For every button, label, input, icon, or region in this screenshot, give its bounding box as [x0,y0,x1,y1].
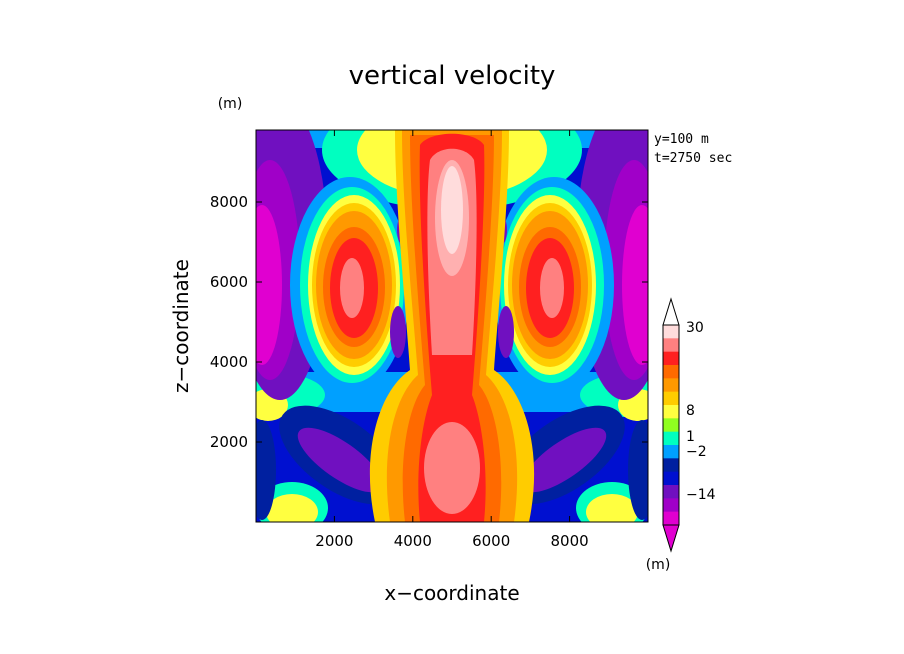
y-axis-ticks: 2000 4000 6000 8000 [210,193,648,451]
colorbar-swatch-1 [663,338,679,353]
x-tick-label-4000: 4000 [394,532,432,550]
colorbar-swatch-9 [663,445,679,459]
lower-left-band-purple [297,427,383,493]
right-mid-downdraft [498,306,514,358]
annotation-y-position: y=100 m [654,132,709,147]
plot-frame [255,129,649,523]
colorbar-label-30: 30 [686,320,704,336]
lower-right-corner-yellow [586,494,638,522]
colorbar-bottom-arrow [662,524,680,553]
colorbar-top-arrow [662,297,680,326]
contour-field [256,130,648,522]
chart-title: vertical velocity [349,61,556,91]
x-tick-label-8000: 8000 [551,532,589,550]
lower-left-corner-yellow [266,494,318,522]
x-axis-ticks: 2000 4000 6000 8000 [315,130,589,550]
colorbar-swatch-2 [663,351,679,366]
left-edge-magenta [256,205,282,365]
colorbar-swatch-5 [663,391,679,406]
colorbar-swatch-0 [663,325,679,339]
updraft-lower-pink [424,422,480,514]
y-axis-label: z−coordinate [169,259,193,393]
colorbar-swatch-3 [663,365,679,379]
colorbar-label-minus14: −14 [686,487,716,503]
colorbar-swatch-8 [663,431,679,446]
colorbar-label-1: 1 [686,429,695,445]
y-tick-label-2000: 2000 [210,433,248,451]
right-edge-magenta [622,205,648,365]
x-tick-label-2000: 2000 [315,532,353,550]
lower-right-band-purple [521,427,607,493]
x-tick-label-6000: 6000 [472,532,510,550]
colorbar-swatch-12 [663,485,679,499]
left-edge-bottom [256,420,276,520]
colorbar-swatch-7 [663,418,679,433]
x-axis-label: x−coordinate [384,581,519,605]
colorbar-unit-label: (m) [646,557,671,573]
y-tick-label-6000: 6000 [210,273,248,291]
y-unit-label: (m) [218,96,243,112]
colorbar-label-8: 8 [686,403,695,419]
colorbar-swatch-4 [663,378,679,393]
colorbar [662,297,680,553]
right-edge-bottom [628,420,648,520]
colorbar-swatch-10 [663,458,679,473]
y-tick-label-4000: 4000 [210,353,248,371]
colorbar-swatch-11 [663,471,679,486]
colorbar-frame [662,324,680,526]
annotation-time: t=2750 sec [654,151,732,166]
colorbar-label-minus2: −2 [686,444,707,460]
colorbar-swatch-6 [663,405,679,419]
left-mid-downdraft [390,306,406,358]
colorbar-swatch-13 [663,498,679,513]
right-cell-pink [540,258,564,318]
left-cell-pink [340,258,364,318]
updraft-core [441,166,463,254]
colorbar-swatch-14 [663,511,679,526]
y-tick-label-8000: 8000 [210,193,248,211]
